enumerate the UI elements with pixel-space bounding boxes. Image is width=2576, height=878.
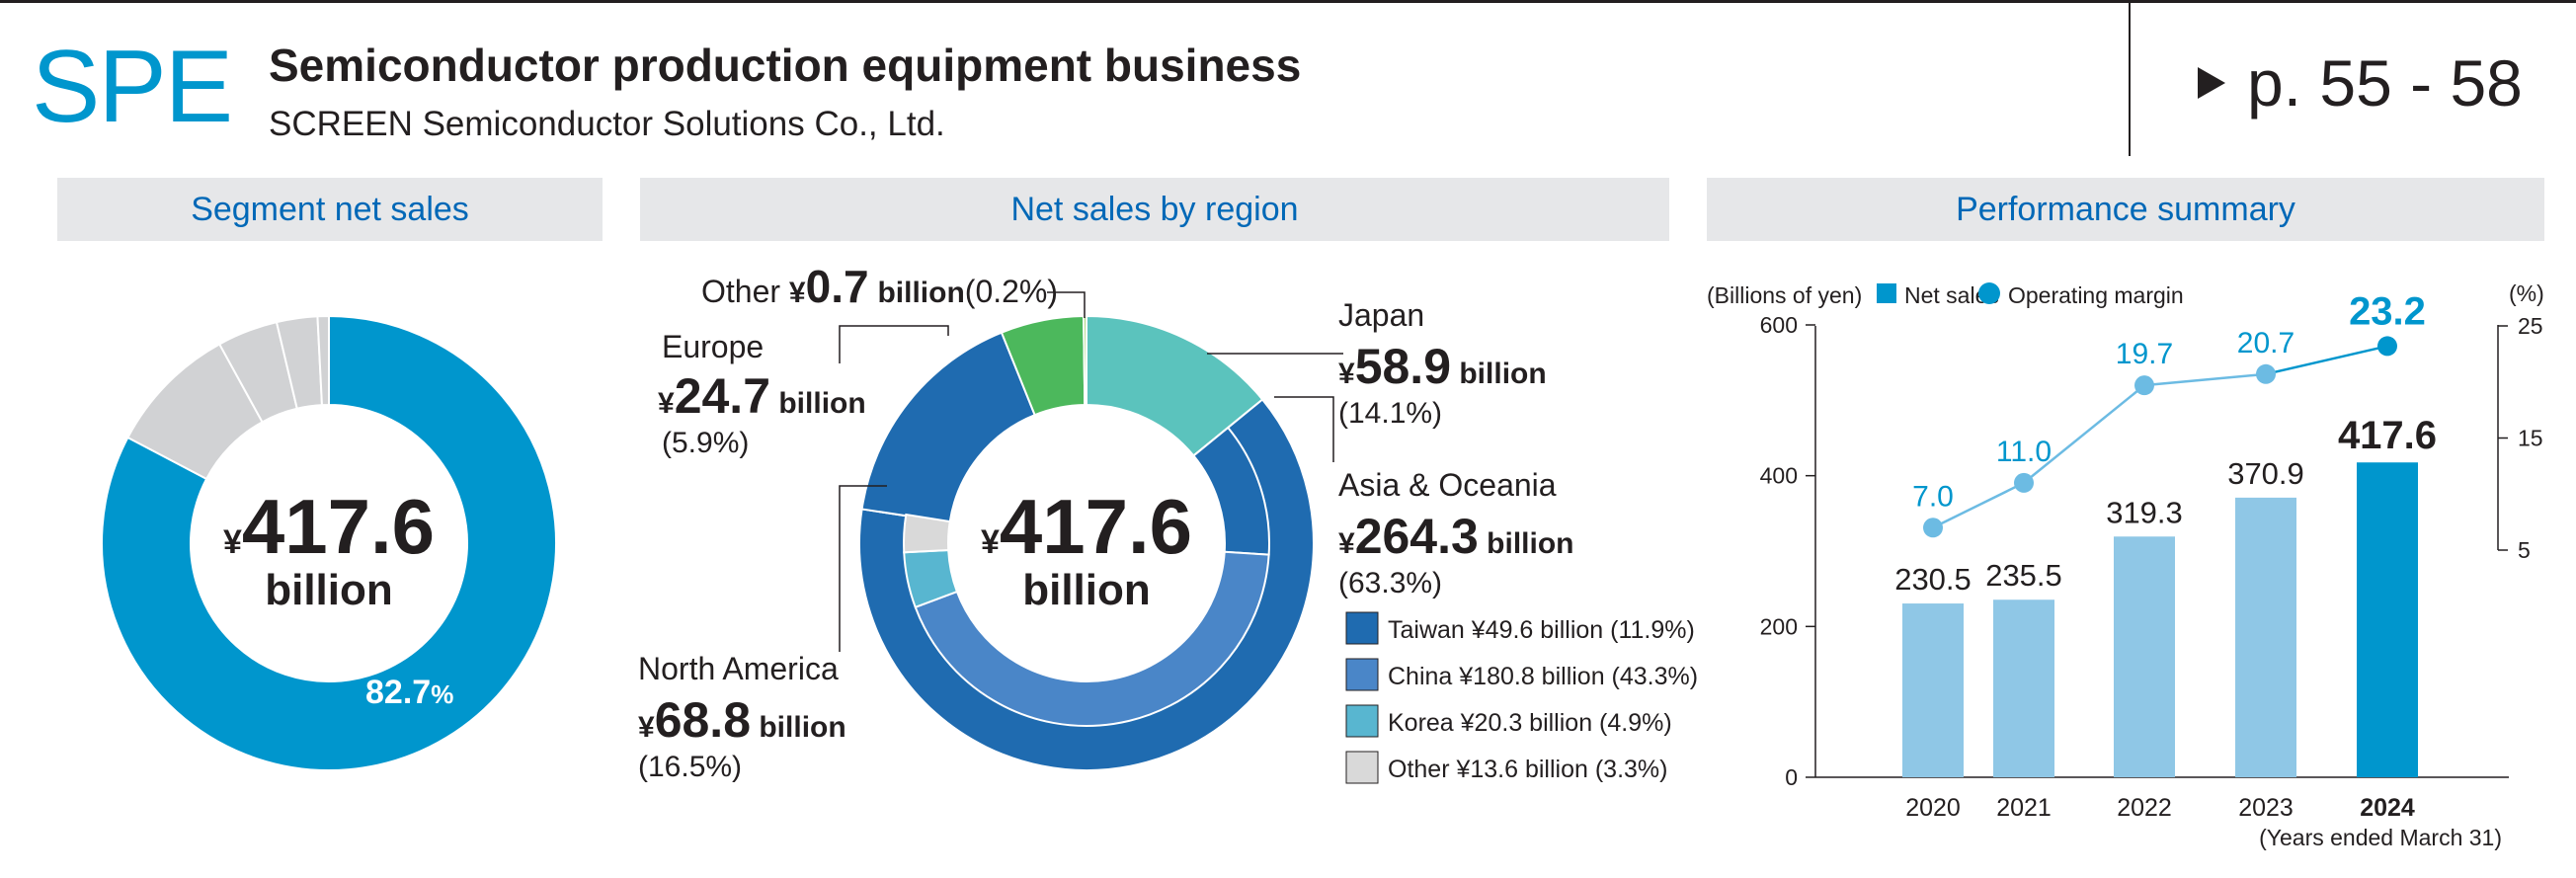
legend-swatch-taiwan (1345, 611, 1379, 645)
region-panel-heading: Net sales by region (640, 178, 1669, 241)
bar-2024 (2357, 462, 2418, 777)
legend-label-china: China ¥180.8 billion (43.3%) (1388, 663, 1698, 690)
region-label-europe-name: Europe (662, 329, 764, 364)
region-label-north-america-amount: ¥68.8 billion (638, 692, 846, 748)
margin-point-2020 (1923, 518, 1943, 538)
y-left-tick-label: 200 (1760, 613, 1798, 639)
margin-line-segment (1932, 481, 2025, 529)
bar-value-label-2022: 319.3 (2106, 495, 2183, 529)
leader-other (1047, 291, 1086, 318)
margin-value-label-2024: 23.2 (2349, 289, 2426, 333)
margin-value-label-2021: 11.0 (1996, 436, 2052, 468)
legend-swatch-korea (1345, 704, 1379, 738)
page-reference-text: p. 55 - 58 (2247, 46, 2523, 120)
bar-2022 (2114, 536, 2175, 777)
segment-panel-heading: Segment net sales (57, 178, 603, 241)
margin-value-label-2023: 20.7 (2237, 327, 2294, 359)
segment-center-unit: billion (265, 566, 393, 614)
region-donut: ¥417.6 billion Other ¥0.7 billion(0.2%) … (638, 261, 1698, 784)
region-label-north-america-percent: (16.5%) (638, 751, 742, 783)
bar-value-label-2023: 370.9 (2227, 456, 2304, 491)
x-tick-label-2021: 2021 (1996, 794, 2052, 822)
region-label-japan-amount: ¥58.9 billion (1338, 339, 1547, 394)
segment-share-label: 82.7% (365, 674, 453, 711)
x-tick-label-2022: 2022 (2117, 794, 2172, 822)
segment-center-amount: 417.6 (242, 483, 435, 570)
y-left-tick-label: 600 (1760, 312, 1798, 338)
margin-point-2024 (2377, 336, 2397, 357)
margin-line-segment (2023, 384, 2145, 484)
play-arrow-icon (2198, 67, 2225, 99)
segment-donut: ¥417.6 billion 82.7% (101, 314, 557, 771)
top-rule (0, 0, 2576, 3)
region-label-other: Other ¥0.7 billion(0.2%) (701, 261, 1058, 312)
bar-value-label-2021: 235.5 (1985, 558, 2062, 593)
region-label-asia-name: Asia & Oceania (1338, 467, 1557, 503)
margin-point-2021 (2014, 472, 2034, 493)
region-label-japan-name: Japan (1338, 297, 1424, 333)
segment-slice-0 (101, 314, 557, 771)
bar-2023 (2235, 497, 2296, 777)
leader-asia (1274, 396, 1334, 462)
leader-europe (839, 325, 949, 363)
margin-value-label-2020: 7.0 (1912, 480, 1954, 513)
segment-center-value: ¥417.6 (223, 483, 435, 570)
bar-2021 (1993, 599, 2054, 777)
y-right-tick-label: 25 (2518, 313, 2543, 339)
asia-breakdown-legend: Taiwan ¥49.6 billion (11.9%) China ¥180.… (1345, 611, 1698, 784)
y-left-tick-label: 400 (1760, 463, 1798, 489)
margin-point-2022 (2134, 375, 2154, 396)
asia-inner-slice-china (914, 550, 1270, 727)
asia-inner-slice-other_asia (903, 513, 951, 554)
bar-value-label-2020: 230.5 (1894, 562, 1972, 597)
legend-swatch-other-asia (1345, 751, 1379, 784)
region-label-asia-amount: ¥264.3 billion (1338, 509, 1573, 564)
region-label-europe-percent: (5.9%) (662, 427, 749, 459)
legend-marker-operating-margin (1978, 282, 2000, 304)
region-center-value: ¥417.6 (981, 483, 1192, 570)
region-label-north-america-name: North America (638, 651, 839, 686)
header-divider (2129, 3, 2131, 156)
legend-label-other-asia: Other ¥13.6 billion (3.3%) (1388, 756, 1667, 783)
region-label-japan-percent: (14.1%) (1338, 397, 1442, 430)
bar-value-label-2024: 417.6 (2338, 414, 2437, 457)
y-left-tick-label: 0 (1785, 764, 1798, 790)
page-subtitle: SCREEN Semiconductor Solutions Co., Ltd. (269, 105, 945, 143)
margin-line-segment (2143, 372, 2267, 387)
x-tick-label-2023: 2023 (2238, 794, 2294, 822)
region-label-europe-amount: ¥24.7 billion (658, 368, 866, 424)
page-reference-link[interactable]: p. 55 - 58 (2198, 40, 2523, 126)
margin-value-label-2022: 19.7 (2116, 338, 2173, 370)
region-center-unit: billion (1022, 566, 1151, 614)
segment-center-currency: ¥ (223, 523, 242, 561)
x-tick-label-2024: 2024 (2360, 794, 2415, 822)
legend-label-korea: Korea ¥20.3 billion (4.9%) (1388, 709, 1672, 737)
page-title: Semiconductor production equipment busin… (269, 40, 1302, 91)
x-tick-label-2020: 2020 (1905, 794, 1961, 822)
segment-code: SPE (32, 30, 233, 144)
performance-chart: (Billions of yen) Net sales Operating ma… (1707, 280, 2544, 850)
bar-2020 (1902, 603, 1964, 777)
leader-north-america (839, 485, 887, 652)
legend-label-taiwan: Taiwan ¥49.6 billion (11.9%) (1388, 616, 1695, 644)
y-left-axis-label: (Billions of yen) (1707, 282, 1862, 308)
legend-swatch-china (1345, 658, 1379, 691)
margin-line-segment (2265, 345, 2388, 376)
y-right-tick-label: 5 (2518, 537, 2531, 563)
y-right-axis-label: (%) (2509, 280, 2544, 306)
performance-panel-heading: Performance summary (1707, 178, 2544, 241)
segment-slice-4 (316, 314, 330, 407)
y-right-tick-label: 15 (2518, 426, 2543, 451)
region-label-asia-percent: (63.3%) (1338, 567, 1442, 599)
legend-swatch-net-sales (1877, 283, 1896, 303)
region-slice-other (1083, 314, 1087, 407)
legend-label-operating-margin: Operating margin (2008, 282, 2184, 308)
margin-point-2023 (2256, 363, 2276, 384)
x-axis-note: (Years ended March 31) (2259, 825, 2502, 850)
